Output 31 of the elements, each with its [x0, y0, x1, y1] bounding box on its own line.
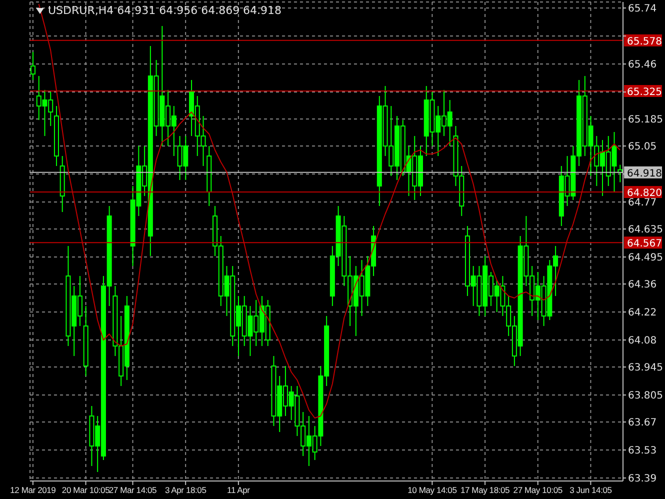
x-tick-label: 12 Mar 2019 — [10, 485, 56, 496]
y-tick-label: 64.77 — [628, 198, 657, 209]
ref-line-label: 64.567 — [627, 238, 662, 250]
y-tick-label: 63.945 — [628, 362, 663, 374]
y-tick-label: 65.05 — [628, 142, 657, 153]
y-tick-label: 63.805 — [628, 390, 663, 402]
ref-line-label: 64.918 — [627, 168, 662, 180]
x-tick-label: 11 Apr — [227, 485, 250, 496]
ref-line-label: 64.820 — [627, 188, 662, 199]
chart-title: USDRUR,H4 64.931 64.956 64.869 64.918 — [48, 4, 282, 17]
x-tick-label: 27 May 10:05 — [513, 485, 563, 496]
y-tick-label: 64.36 — [628, 280, 657, 291]
x-tick-label: 20 Mar 10:05 — [62, 485, 110, 496]
y-tick-label: 64.22 — [628, 308, 657, 319]
y-tick-label: 65.74 — [628, 4, 657, 15]
x-tick-label: 10 May 14:05 — [408, 485, 458, 496]
y-tick-label: 63.53 — [628, 446, 657, 457]
y-tick-label: 64.08 — [628, 336, 657, 347]
ref-line-label: 65.325 — [627, 87, 662, 98]
y-tick-label: 64.495 — [628, 252, 663, 264]
y-tick-label: 65.46 — [628, 60, 657, 71]
x-tick-label: 3 Apr 18:05 — [164, 485, 207, 496]
candlestick — [30, 52, 36, 80]
y-tick-label: 65.185 — [628, 114, 663, 126]
x-tick-label: 17 May 18:05 — [460, 485, 510, 496]
y-tick-label: 64.635 — [628, 224, 663, 236]
x-tick-label: 27 Mar 14:05 — [108, 485, 158, 496]
x-tick-label: 3 Jun 14:05 — [570, 485, 612, 496]
y-tick-label: 63.67 — [628, 418, 657, 429]
ref-line-label: 65.578 — [627, 36, 662, 48]
y-tick-label: 63.39 — [628, 474, 657, 485]
